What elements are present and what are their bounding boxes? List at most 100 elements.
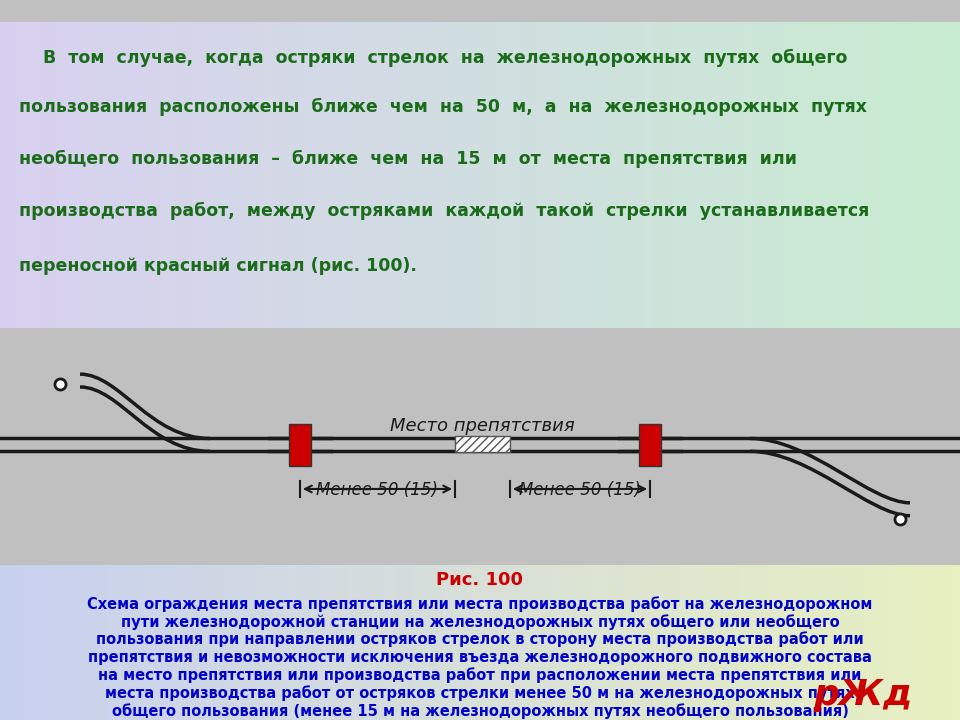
- Bar: [250, 22, 259, 328]
- Bar: [912, 22, 922, 328]
- Bar: [10, 22, 19, 328]
- Bar: [384, 565, 394, 720]
- Bar: [614, 22, 624, 328]
- Bar: [288, 565, 298, 720]
- Bar: [490, 22, 499, 328]
- Bar: [538, 22, 547, 328]
- Bar: [115, 22, 125, 328]
- Bar: [701, 565, 710, 720]
- Text: В  том  случае,  когда  остряки  стрелок  на  железнодорожных  путях  общего: В том случае, когда остряки стрелок на ж…: [19, 49, 848, 68]
- Bar: [278, 565, 288, 720]
- Bar: [278, 22, 288, 328]
- Bar: [163, 22, 173, 328]
- Bar: [614, 565, 624, 720]
- Bar: [451, 22, 461, 328]
- Bar: [547, 565, 557, 720]
- Bar: [461, 22, 470, 328]
- Bar: [922, 565, 931, 720]
- Bar: [19, 22, 29, 328]
- Bar: [250, 565, 259, 720]
- Bar: [662, 22, 672, 328]
- Bar: [566, 22, 576, 328]
- Bar: [67, 565, 77, 720]
- Text: Место препятствия: Место препятствия: [390, 417, 575, 435]
- Bar: [317, 22, 326, 328]
- Bar: [288, 22, 298, 328]
- Bar: [874, 22, 883, 328]
- Bar: [422, 565, 432, 720]
- Bar: [643, 22, 653, 328]
- Text: пользования при направлении остряков стрелок в сторону места производства работ : пользования при направлении остряков стр…: [96, 631, 864, 647]
- Bar: [336, 22, 346, 328]
- Bar: [739, 565, 749, 720]
- Text: необщего  пользования  –  ближе  чем  на  15  м  от  места  препятствия  или: необщего пользования – ближе чем на 15 м…: [19, 150, 797, 168]
- Bar: [672, 565, 682, 720]
- Bar: [922, 22, 931, 328]
- Bar: [787, 22, 797, 328]
- Bar: [710, 565, 720, 720]
- Bar: [816, 22, 826, 328]
- Bar: [259, 565, 269, 720]
- Text: общего пользования (менее 15 м на железнодорожных путях необщего пользования): общего пользования (менее 15 м на железн…: [111, 703, 849, 719]
- Bar: [941, 565, 950, 720]
- Bar: [845, 22, 854, 328]
- Bar: [326, 565, 336, 720]
- Bar: [442, 22, 451, 328]
- Bar: [365, 22, 374, 328]
- Bar: [499, 565, 509, 720]
- Bar: [528, 22, 538, 328]
- Bar: [403, 22, 413, 328]
- Bar: [691, 22, 701, 328]
- Bar: [835, 22, 845, 328]
- Bar: [86, 22, 96, 328]
- Text: производства  работ,  между  остряками  каждой  такой  стрелки  устанавливается: производства работ, между остряками кажд…: [19, 202, 870, 220]
- Text: пути железнодорожной станции на железнодорожных путях общего или необщего: пути железнодорожной станции на железнод…: [121, 614, 839, 630]
- Bar: [538, 565, 547, 720]
- Bar: [67, 22, 77, 328]
- Bar: [931, 22, 941, 328]
- Bar: [509, 22, 518, 328]
- Bar: [768, 22, 778, 328]
- Bar: [58, 22, 67, 328]
- Bar: [797, 565, 806, 720]
- Bar: [826, 565, 835, 720]
- Bar: [691, 565, 701, 720]
- Bar: [461, 565, 470, 720]
- Bar: [931, 565, 941, 720]
- Bar: [749, 22, 758, 328]
- Bar: [864, 565, 874, 720]
- Bar: [499, 22, 509, 328]
- Bar: [701, 22, 710, 328]
- Bar: [624, 565, 634, 720]
- Bar: [269, 22, 278, 328]
- Bar: [240, 22, 250, 328]
- Bar: [211, 22, 221, 328]
- Bar: [797, 22, 806, 328]
- Bar: [787, 565, 797, 720]
- Bar: [125, 22, 134, 328]
- Bar: [518, 565, 528, 720]
- Bar: [557, 565, 566, 720]
- Bar: [125, 565, 134, 720]
- Bar: [38, 22, 48, 328]
- Bar: [221, 22, 230, 328]
- Bar: [595, 565, 605, 720]
- Bar: [134, 565, 144, 720]
- Bar: [403, 565, 413, 720]
- Bar: [912, 565, 922, 720]
- Bar: [346, 22, 355, 328]
- Bar: [221, 565, 230, 720]
- Bar: [653, 22, 662, 328]
- Bar: [202, 565, 211, 720]
- Bar: [586, 22, 595, 328]
- Bar: [77, 22, 86, 328]
- Bar: [173, 22, 182, 328]
- Bar: [182, 565, 192, 720]
- Bar: [778, 22, 787, 328]
- Bar: [202, 22, 211, 328]
- Text: Менее 50 (15): Менее 50 (15): [317, 481, 439, 499]
- Bar: [307, 22, 317, 328]
- Bar: [432, 565, 442, 720]
- Bar: [365, 565, 374, 720]
- Bar: [845, 565, 854, 720]
